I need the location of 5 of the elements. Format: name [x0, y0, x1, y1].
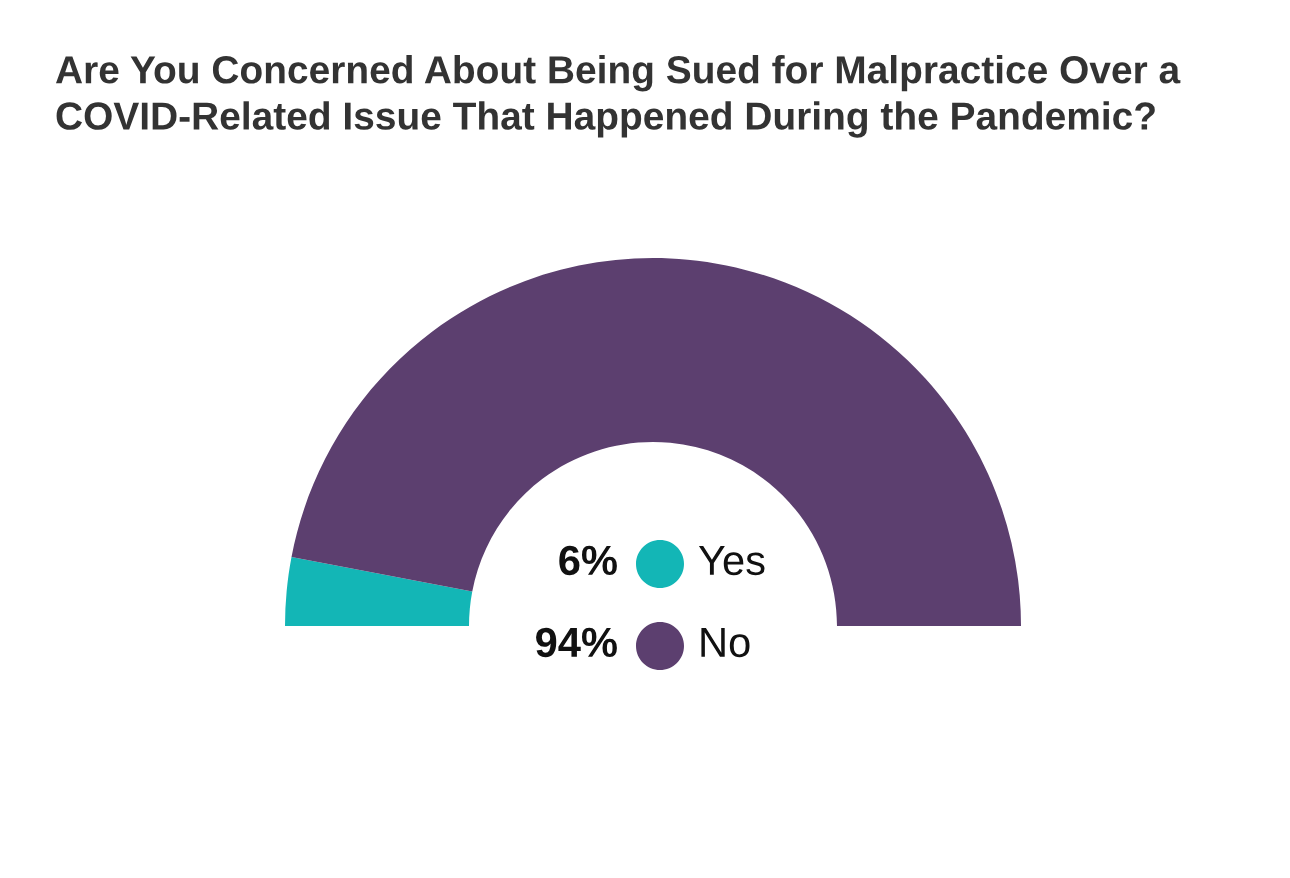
chart-title: Are You Concerned About Being Sued for Malpractice Over a COVID-Related Issue That Happened During the Pandemic?	[55, 55, 1181, 138]
data-label: 6%	[559, 545, 617, 576]
legend-label: Yes	[698, 546, 765, 576]
legend-label: No	[701, 628, 750, 658]
data-label: 94%	[536, 627, 617, 658]
